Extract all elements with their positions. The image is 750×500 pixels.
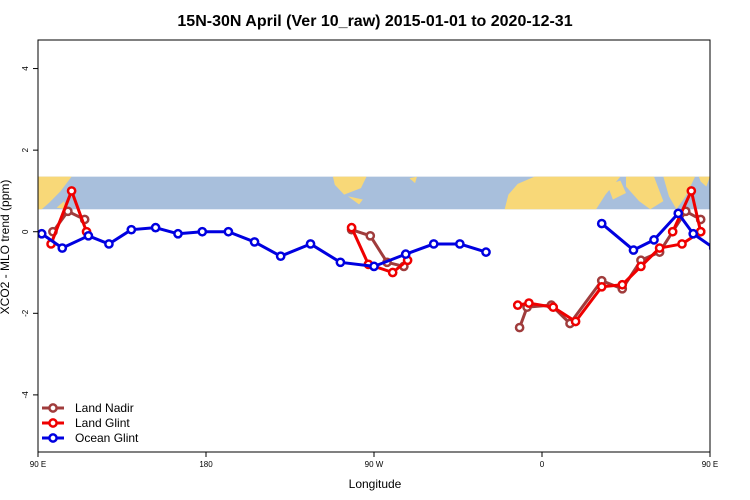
axes: 90 E 180 90 W 0 90 E 4 2 0 -2 -4: [21, 66, 718, 469]
data-point: [249, 237, 260, 247]
map-land-0: [38, 176, 72, 210]
data-point: [570, 316, 581, 327]
data-point: [150, 222, 161, 233]
x-axis-label: Longitude: [349, 477, 402, 491]
plot-frame: [37, 39, 711, 453]
data-point: [596, 218, 607, 229]
series-line: [517, 230, 702, 323]
data-point: [66, 186, 77, 196]
data-point: [524, 298, 534, 308]
data-point: [346, 222, 357, 233]
series-line: [350, 227, 409, 275]
legend-item: Land Glint: [42, 416, 130, 430]
data-point: [617, 279, 628, 290]
legend-item: Land Nadir: [42, 401, 134, 415]
legend-label: Ocean Glint: [75, 431, 139, 445]
data-point: [596, 281, 607, 292]
data-point: [548, 302, 559, 313]
chart-title: 15N-30N April (Ver 10_raw) 2015-01-01 to…: [177, 13, 572, 30]
x-tick-label: 0: [540, 460, 545, 469]
data-point: [677, 239, 687, 249]
legend-marker: [48, 418, 58, 428]
y-tick-label: -4: [21, 391, 30, 399]
data-point: [654, 243, 665, 253]
y-tick-label: -2: [21, 309, 30, 317]
data-point: [512, 300, 523, 310]
data-point: [83, 230, 94, 241]
data-point: [335, 257, 346, 268]
series-1: [46, 186, 706, 327]
data-point: [428, 239, 439, 249]
data-point: [57, 243, 68, 253]
map-land-4: [409, 176, 417, 184]
legend-marker: [48, 403, 58, 413]
data-point: [481, 247, 491, 257]
data-point: [369, 261, 379, 272]
map-land-5: [504, 176, 621, 210]
data-point: [514, 322, 525, 333]
data-point: [197, 226, 208, 237]
world-map-strip: [38, 176, 710, 210]
map-land-7: [626, 176, 664, 210]
data-point: [695, 226, 706, 237]
y-axis-label: XCO2 - MLO trend (ppm): [0, 180, 12, 315]
y-tick-label: 2: [21, 147, 30, 152]
data-point: [387, 267, 398, 278]
data-point: [365, 230, 376, 241]
data-point: [173, 228, 183, 239]
data-point: [400, 249, 411, 260]
map-land-9: [698, 176, 710, 187]
x-tick-label: 90 W: [365, 460, 384, 469]
data-point: [305, 239, 316, 249]
data-point: [455, 239, 465, 249]
series-line: [600, 211, 710, 252]
y-tick-label: 4: [21, 66, 30, 71]
series-layer: [38, 186, 736, 333]
data-point: [628, 245, 639, 255]
map-land-1: [56, 201, 66, 210]
data-point: [667, 226, 678, 237]
data-point: [729, 230, 736, 237]
data-point: [673, 208, 684, 219]
data-point: [126, 224, 137, 235]
map-land-8: [663, 176, 696, 210]
data-point: [38, 228, 47, 239]
legend-label: Land Glint: [75, 416, 130, 430]
data-point: [104, 239, 114, 249]
data-point: [275, 251, 286, 262]
data-point: [688, 228, 699, 239]
y-tick-label: 0: [21, 229, 30, 234]
data-point: [686, 186, 697, 196]
series-2: [38, 208, 736, 272]
data-point: [636, 261, 646, 272]
x-tick-label: 90 E: [30, 460, 46, 469]
data-point: [223, 226, 234, 237]
x-tick-label: 180: [199, 460, 213, 469]
map-land-2: [332, 176, 367, 195]
map-land-6: [607, 180, 626, 200]
data-point: [649, 235, 659, 245]
x-tick-label: 90 E: [702, 460, 718, 469]
map-land-3: [347, 196, 363, 205]
data-point: [708, 244, 710, 252]
legend-marker: [48, 433, 58, 443]
series-line: [351, 228, 405, 268]
legend-label: Land Nadir: [75, 401, 134, 415]
legend-item: Ocean Glint: [42, 431, 139, 445]
